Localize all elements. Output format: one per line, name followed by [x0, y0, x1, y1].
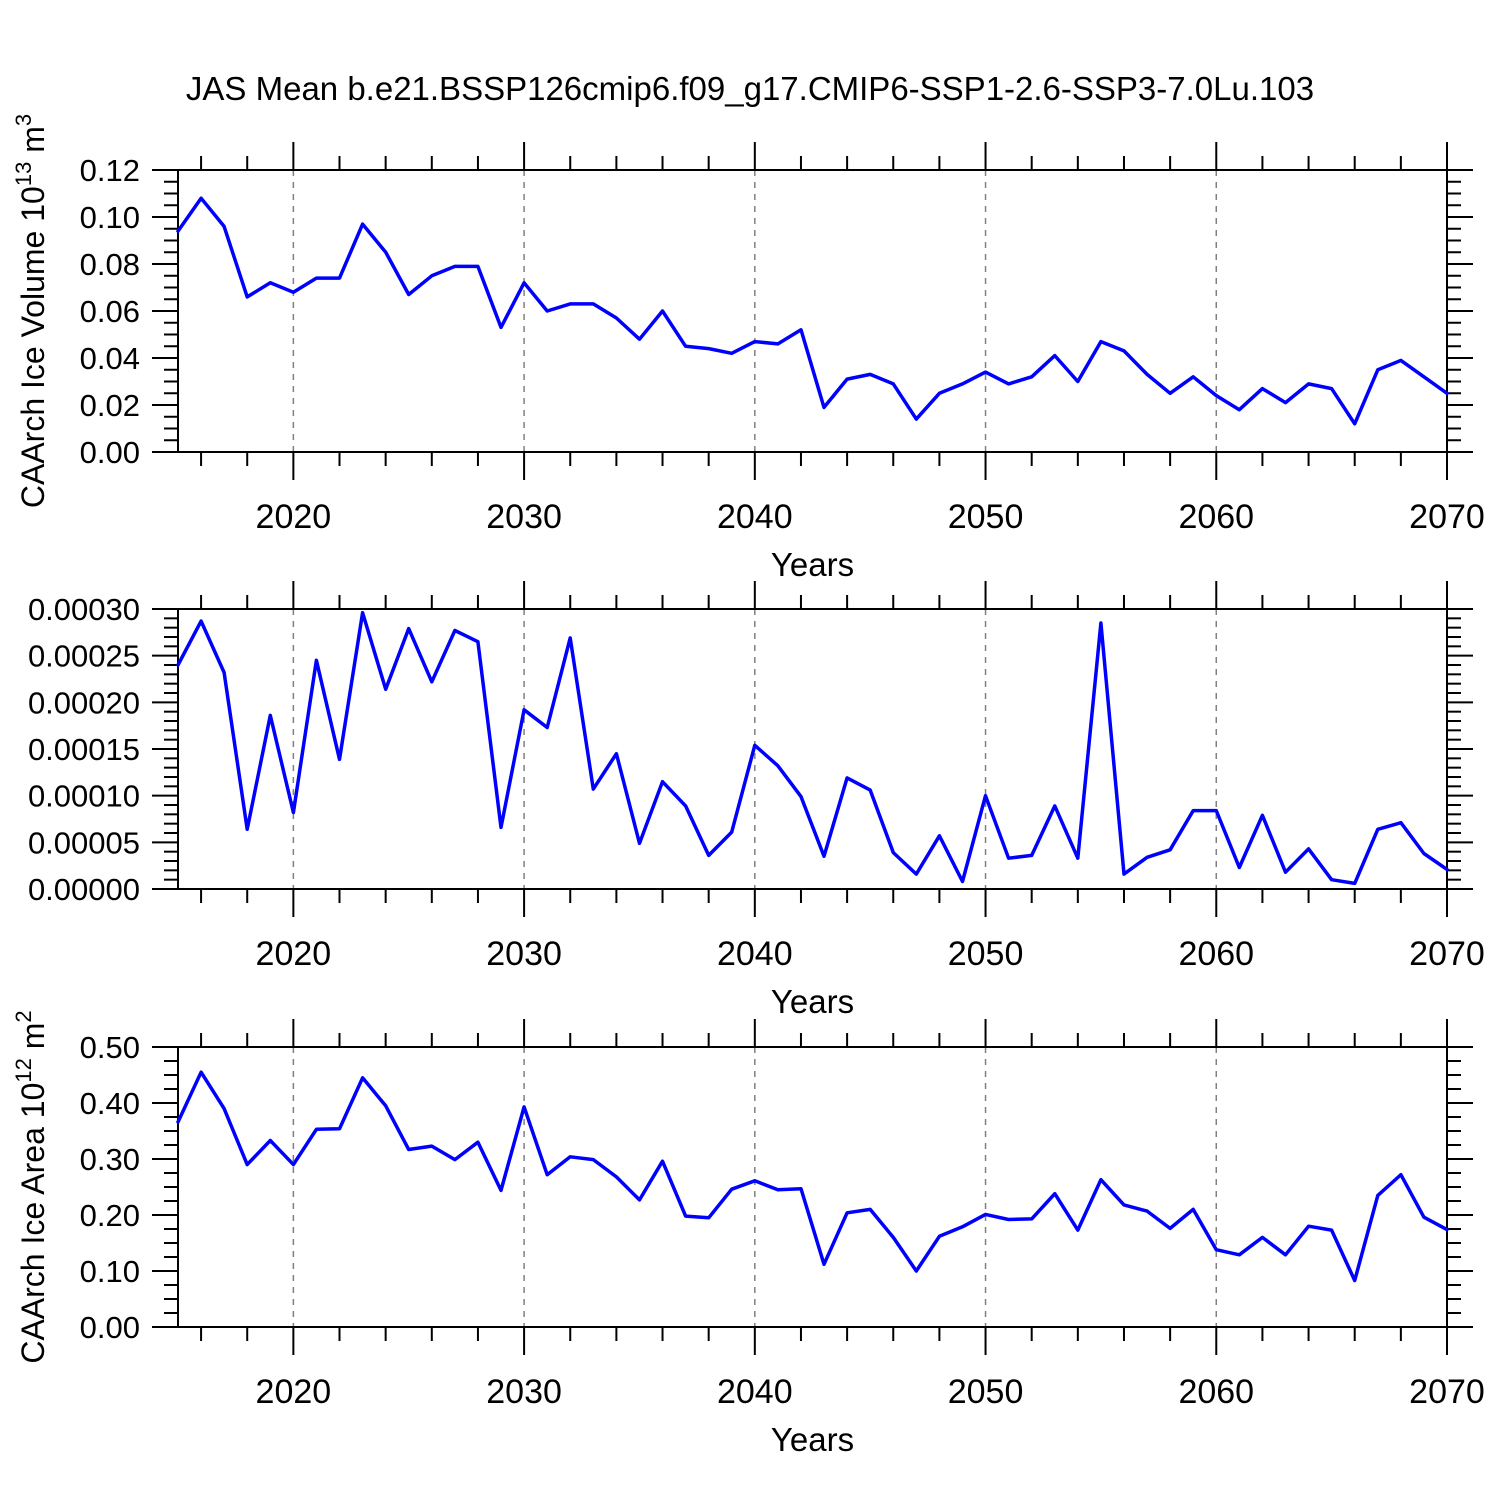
y-tick-label: 0.00: [80, 1310, 140, 1345]
y-tick-label: 0.08: [80, 247, 140, 282]
x-tick-label: 2070: [1409, 498, 1485, 536]
panel-middle-series: 0.00000 0.00005 0.00010 0.00015 0.00020 0.000…: [28, 581, 1485, 1020]
x-tick-label: 2040: [717, 935, 793, 973]
y-tick-label: 0.20: [80, 1198, 140, 1233]
panel-ice-volume: 0.00 0.02 0.04 0.06 0.08 0.10 0.12 2020 2030 2040…: [11, 114, 1485, 583]
gridlines: [292, 609, 1218, 889]
gridlines: [292, 1047, 1218, 1327]
data-line: [176, 610, 1449, 886]
x-tick-label: 2020: [256, 1373, 332, 1411]
panel-ice-area: 0.00 0.10 0.20 0.30 0.40 0.50 2020 2030 2040 2050…: [11, 1010, 1485, 1458]
y-tick-label: 0.06: [80, 294, 140, 329]
plot-frame: [177, 608, 1448, 890]
x-tick-label: 2030: [486, 1373, 562, 1411]
y-tick-label: 0.00005: [28, 825, 140, 860]
axis-ticks: [152, 1019, 1473, 1355]
x-tick-label: 2040: [717, 498, 793, 536]
chart-title: JAS Mean b.e21.BSSP126cmip6.f09_g17.CMIP…: [185, 70, 1315, 107]
x-axis-title: Years: [771, 546, 854, 583]
y-tick-label: 0.30: [80, 1142, 140, 1177]
y-tick-label: 0.50: [80, 1030, 140, 1065]
y-tick-label: 0.00: [80, 435, 140, 470]
y-tick-label: 0.00020: [28, 685, 140, 720]
data-line: [176, 1070, 1449, 1283]
x-tick-label: 2060: [1178, 935, 1254, 973]
x-tick-label: 2070: [1409, 935, 1485, 973]
x-tick-label: 2030: [486, 498, 562, 536]
y-tick-label: 0.02: [80, 388, 140, 423]
axis-ticks: [152, 142, 1473, 480]
plot-frame: [177, 1046, 1448, 1328]
y-tick-label: 0.00015: [28, 732, 140, 767]
axis-labels: 0.00 0.10 0.20 0.30 0.40 0.50 2020 2030 2040 2050…: [11, 1010, 1485, 1458]
y-tick-label: 0.40: [80, 1086, 140, 1121]
y-tick-label: 0.00025: [28, 639, 140, 674]
plot-frame: [177, 169, 1448, 453]
x-tick-label: 2020: [256, 935, 332, 973]
x-tick-label: 2050: [948, 498, 1024, 536]
x-tick-label: 2050: [948, 1373, 1024, 1411]
y-tick-label: 0.00010: [28, 779, 140, 814]
y-tick-label: 0.12: [80, 153, 140, 188]
gridlines: [292, 170, 1218, 452]
x-axis-title: Years: [771, 1421, 854, 1458]
y-tick-label: 0.00030: [28, 592, 140, 627]
y-axis-title: CAArch Ice Volume 1013 m3: [11, 114, 51, 508]
y-tick-label: 0.04: [80, 341, 140, 376]
y-tick-label: 0.10: [80, 1254, 140, 1289]
axis-labels: 0.00 0.02 0.04 0.06 0.08 0.10 0.12 2020 2030 2040…: [11, 114, 1485, 583]
x-axis-title: Years: [771, 983, 854, 1020]
axis-ticks: [152, 581, 1473, 917]
x-tick-label: 2050: [948, 935, 1024, 973]
x-tick-label: 2020: [256, 498, 332, 536]
x-tick-label: 2060: [1178, 1373, 1254, 1411]
x-tick-label: 2040: [717, 1373, 793, 1411]
y-axis-title: CAArch Ice Area 1012 m2: [11, 1010, 51, 1363]
data-line: [176, 196, 1449, 426]
y-tick-label: 0.00000: [28, 872, 140, 907]
x-tick-label: 2030: [486, 935, 562, 973]
x-tick-label: 2070: [1409, 1373, 1485, 1411]
x-tick-label: 2060: [1178, 498, 1254, 536]
axis-labels: 0.00000 0.00005 0.00010 0.00015 0.00020 0.000…: [28, 592, 1485, 1020]
y-tick-label: 0.10: [80, 200, 140, 235]
